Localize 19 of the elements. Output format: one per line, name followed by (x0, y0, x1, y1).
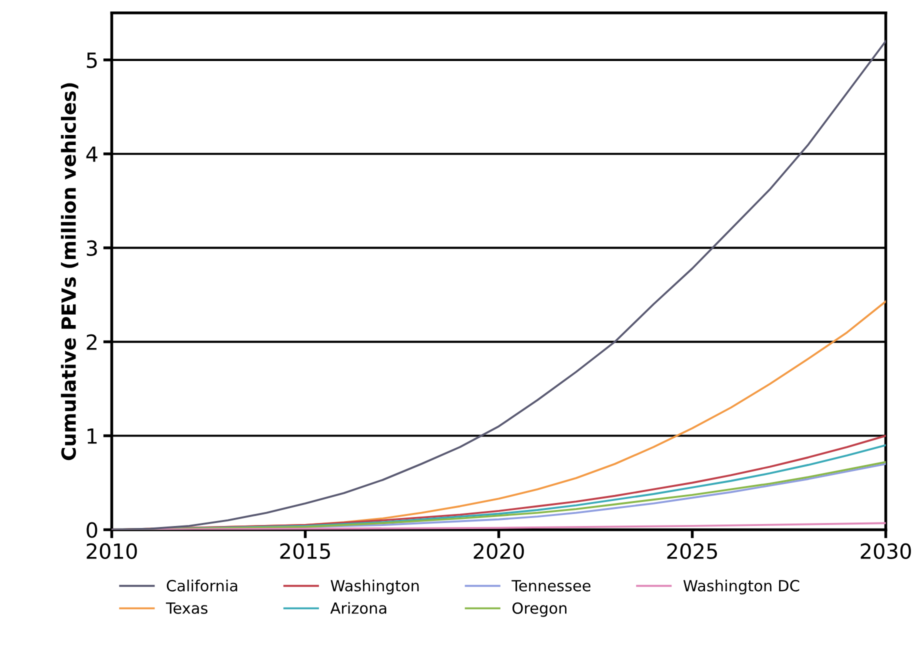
x-tick-label: 2020 (474, 543, 524, 560)
legend-label: Texas (166, 602, 208, 614)
y-tick-label: 4 (86, 146, 98, 162)
y-tick-label: 3 (86, 240, 97, 256)
legend-label: California (166, 580, 238, 592)
x-tick-label: 2010 (86, 543, 137, 560)
legend-label: Arizona (330, 602, 386, 614)
x-tick-label: 2015 (280, 543, 330, 560)
y-tick-label: 0 (86, 522, 98, 538)
x-tick-label: 2030 (860, 543, 911, 560)
y-axis-title: Cumulative PEVs (million vehicles) (60, 83, 78, 460)
y-tick-label: 5 (86, 52, 97, 68)
legend-label: Tennessee (512, 580, 590, 592)
legend-label: Washington DC (683, 580, 800, 594)
legend-label: Oregon (512, 602, 566, 617)
y-tick-label: 1 (88, 428, 97, 444)
legend-label: Washington (330, 580, 419, 594)
x-tick-label: 2025 (667, 543, 717, 560)
y-tick-label: 2 (86, 334, 96, 350)
